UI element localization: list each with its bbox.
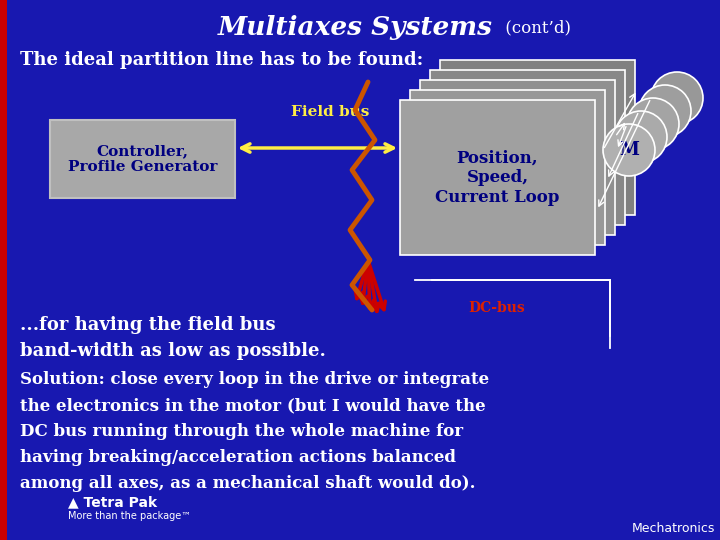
Circle shape [615, 111, 667, 163]
Circle shape [627, 98, 679, 150]
Text: Multiaxes Systems: Multiaxes Systems [217, 16, 492, 40]
Circle shape [603, 124, 655, 176]
Text: Position,
Speed,
Current Loop: Position, Speed, Current Loop [436, 150, 559, 206]
Bar [430, 70, 625, 225]
Text: the electronics in the motor (but I would have the: the electronics in the motor (but I woul… [20, 397, 485, 415]
Circle shape [639, 85, 691, 137]
Text: band-width as low as possible.: band-width as low as possible. [20, 342, 326, 360]
Text: Solution: close every loop in the drive or integrate: Solution: close every loop in the drive … [20, 372, 489, 388]
Text: Controller,
Profile Generator: Controller, Profile Generator [68, 144, 217, 174]
Text: M: M [619, 141, 639, 159]
Bar [400, 100, 595, 255]
Text: having breaking/acceleration actions balanced: having breaking/acceleration actions bal… [20, 449, 456, 467]
Bar [440, 60, 635, 215]
Text: ...for having the field bus: ...for having the field bus [20, 316, 276, 334]
Bar [0, 0, 7, 540]
Text: More than the package™: More than the package™ [68, 511, 191, 521]
Text: Mechatronics: Mechatronics [631, 522, 715, 535]
Text: Field bus: Field bus [291, 105, 369, 119]
Text: DC bus running through the whole machine for: DC bus running through the whole machine… [20, 423, 463, 441]
Text: (cont’d): (cont’d) [500, 19, 571, 37]
Text: among all axes, as a mechanical shaft would do).: among all axes, as a mechanical shaft wo… [20, 476, 475, 492]
Text: The ideal partition line has to be found:: The ideal partition line has to be found… [20, 51, 423, 69]
Bar [410, 90, 605, 245]
Bar [420, 80, 615, 235]
Text: DC-bus: DC-bus [468, 301, 525, 315]
Text: ▲ Tetra Pak: ▲ Tetra Pak [68, 495, 157, 509]
Circle shape [651, 72, 703, 124]
Bar [50, 120, 235, 198]
